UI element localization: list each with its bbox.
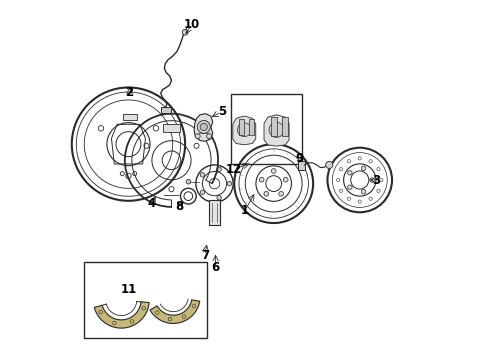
Text: 3: 3: [372, 174, 380, 186]
Text: 4: 4: [147, 197, 156, 210]
Text: 11: 11: [121, 283, 137, 296]
Circle shape: [259, 177, 264, 182]
Polygon shape: [150, 300, 200, 323]
Circle shape: [361, 166, 366, 171]
Text: 2: 2: [125, 86, 134, 99]
Circle shape: [326, 161, 333, 168]
Bar: [231, 94, 302, 164]
Bar: [282, 117, 288, 136]
Circle shape: [271, 168, 276, 173]
Circle shape: [186, 180, 191, 184]
Text: 1: 1: [241, 204, 249, 217]
Text: 9: 9: [295, 152, 304, 165]
Bar: [209, 201, 220, 225]
Polygon shape: [233, 116, 256, 145]
Bar: [123, 113, 137, 120]
Polygon shape: [194, 114, 213, 141]
Circle shape: [195, 134, 200, 139]
Text: 12: 12: [225, 163, 242, 176]
Polygon shape: [94, 302, 149, 328]
Circle shape: [370, 178, 374, 182]
Bar: [239, 119, 244, 135]
Text: 7: 7: [201, 249, 209, 262]
Bar: [298, 161, 304, 170]
Text: 10: 10: [184, 18, 200, 31]
Bar: [161, 107, 171, 113]
Text: 5: 5: [218, 105, 226, 118]
Circle shape: [264, 192, 269, 196]
Bar: [84, 262, 207, 338]
Bar: [163, 124, 180, 132]
Circle shape: [200, 172, 205, 177]
Bar: [248, 119, 254, 135]
Circle shape: [279, 192, 284, 196]
Circle shape: [269, 122, 284, 137]
Text: 8: 8: [175, 201, 184, 213]
Circle shape: [283, 177, 288, 182]
Circle shape: [217, 195, 221, 200]
Circle shape: [227, 181, 232, 186]
Circle shape: [207, 134, 212, 139]
Circle shape: [182, 30, 188, 35]
Circle shape: [347, 185, 352, 189]
Circle shape: [200, 190, 205, 195]
Circle shape: [237, 123, 251, 137]
Circle shape: [200, 123, 207, 131]
Circle shape: [197, 121, 210, 134]
Circle shape: [217, 167, 221, 172]
Circle shape: [361, 189, 366, 194]
Text: 6: 6: [212, 261, 220, 274]
Bar: [271, 117, 276, 136]
Circle shape: [347, 171, 352, 175]
Polygon shape: [264, 115, 289, 146]
